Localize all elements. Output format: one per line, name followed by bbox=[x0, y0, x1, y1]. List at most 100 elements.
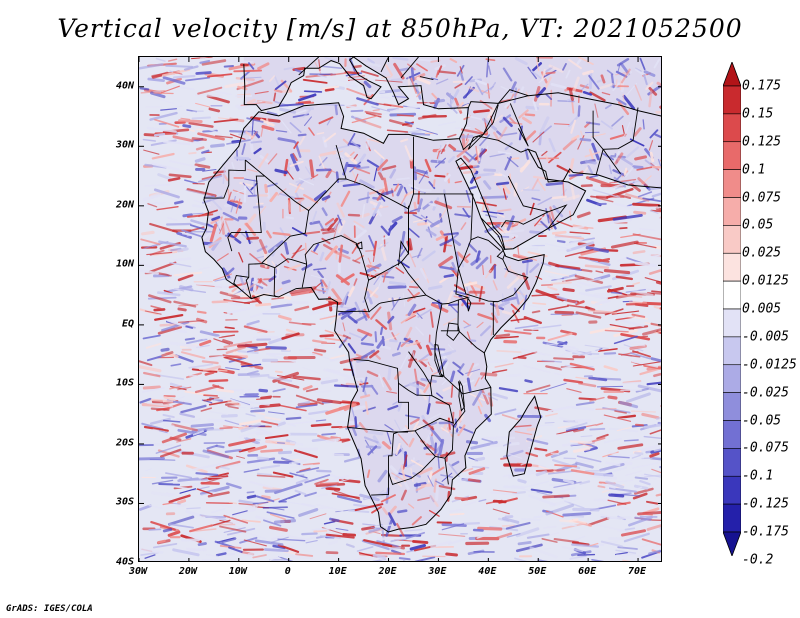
country-border bbox=[273, 258, 307, 298]
lat-label: 10N bbox=[115, 258, 134, 270]
lon-label: 0 bbox=[284, 566, 291, 577]
colorbar-label: 0.125 bbox=[742, 134, 782, 150]
colorbar-swatch bbox=[723, 308, 741, 338]
chart-title: Vertical velocity [m/s] at 850hPa, VT: 2… bbox=[57, 14, 743, 43]
colorbar-swatch bbox=[723, 169, 741, 198]
lat-label: 40N bbox=[115, 80, 134, 92]
lon-label: 30W bbox=[128, 566, 148, 577]
axis-ticks bbox=[139, 57, 661, 561]
colorbar-swatch bbox=[723, 85, 741, 115]
colorbar-label: 0.005 bbox=[742, 301, 782, 317]
colorbar-label: 0.0125 bbox=[742, 273, 789, 289]
colorbar-swatch bbox=[723, 475, 741, 505]
country-border bbox=[457, 329, 485, 354]
lon-label: 10W bbox=[228, 566, 247, 577]
lat-label: EQ bbox=[121, 318, 134, 330]
country-border bbox=[602, 107, 639, 174]
colorbar-swatch bbox=[723, 364, 741, 393]
country-border bbox=[347, 426, 408, 433]
colorbar-label: 0.075 bbox=[742, 190, 782, 205]
lon-label: 50E bbox=[528, 566, 547, 577]
lon-label: 60E bbox=[578, 566, 597, 577]
country-border bbox=[440, 299, 459, 332]
lon-label: 10E bbox=[328, 566, 347, 577]
lat-label: 20S bbox=[115, 437, 134, 449]
country-border bbox=[400, 57, 419, 79]
country-border bbox=[353, 303, 444, 397]
colorbar-label: -0.1 bbox=[742, 468, 774, 484]
colorbar-label: -0.2 bbox=[742, 552, 774, 568]
country-border bbox=[388, 456, 436, 485]
country-border bbox=[592, 110, 604, 176]
lake-outline bbox=[446, 322, 460, 342]
colorbar bbox=[723, 62, 741, 556]
lon-label: 70E bbox=[628, 566, 647, 577]
lat-label: 10S bbox=[115, 377, 134, 389]
country-border bbox=[413, 136, 473, 195]
country-border bbox=[520, 148, 529, 153]
colorbar-swatch bbox=[723, 420, 741, 449]
country-border bbox=[398, 383, 409, 430]
country-border bbox=[509, 103, 529, 147]
lon-label: 20E bbox=[378, 566, 397, 577]
colorbar-swatch bbox=[723, 392, 741, 421]
lake-outline bbox=[355, 241, 363, 250]
colorbar-label: -0.125 bbox=[742, 496, 789, 512]
country-border bbox=[227, 175, 265, 252]
colorbar-bottom-arrow bbox=[723, 531, 741, 556]
lake-outline bbox=[466, 296, 472, 312]
colorbar-label: 0.15 bbox=[742, 106, 774, 122]
colorbar-swatch bbox=[723, 448, 741, 477]
velocity-field-texture bbox=[139, 57, 661, 561]
country-border bbox=[480, 217, 506, 261]
country-border bbox=[497, 89, 529, 104]
country-border bbox=[337, 280, 370, 313]
colorbar-swatch bbox=[723, 141, 741, 170]
country-border bbox=[419, 76, 434, 81]
country-border bbox=[380, 57, 389, 73]
country-border bbox=[233, 275, 249, 289]
europe-coastline bbox=[243, 57, 469, 112]
madagascar-coastline bbox=[506, 395, 542, 477]
lat-label: 30S bbox=[115, 496, 134, 508]
country-border bbox=[458, 138, 464, 150]
country-border bbox=[444, 381, 466, 485]
colorbar-label: -0.175 bbox=[742, 524, 789, 540]
colorbar-label: -0.0125 bbox=[742, 357, 797, 373]
lon-label: 20W bbox=[178, 566, 197, 577]
country-border bbox=[298, 57, 320, 76]
colorbar-label: -0.005 bbox=[742, 329, 789, 345]
country-border bbox=[462, 135, 522, 153]
colorbar-swatch bbox=[723, 336, 741, 366]
country-border bbox=[245, 263, 275, 299]
colorbar-label: -0.025 bbox=[742, 385, 789, 401]
grads-credit: GrADS: IGES/COLA bbox=[6, 604, 93, 614]
country-border bbox=[492, 301, 498, 335]
colorbar-swatch bbox=[723, 197, 741, 226]
country-border bbox=[203, 160, 246, 199]
lon-label: 30E bbox=[428, 566, 447, 577]
colorbar-swatch bbox=[723, 503, 741, 533]
lake-outline bbox=[458, 379, 465, 412]
country-border bbox=[368, 294, 427, 313]
colorbar-label: 0.1 bbox=[742, 162, 766, 178]
lake-outline bbox=[434, 343, 445, 377]
country-border bbox=[500, 211, 549, 228]
colorbar-label: 0.05 bbox=[742, 217, 774, 233]
country-border bbox=[308, 144, 347, 211]
colorbar-label: -0.05 bbox=[742, 413, 782, 428]
colorbar-swatch bbox=[723, 252, 741, 282]
lat-label: 20N bbox=[115, 199, 134, 211]
country-border bbox=[457, 193, 529, 303]
colorbar-top-arrow bbox=[723, 62, 741, 87]
country-border bbox=[467, 104, 499, 150]
map-canvas bbox=[139, 57, 661, 561]
country-border bbox=[414, 430, 445, 459]
country-border bbox=[400, 193, 470, 305]
lat-label: 30N bbox=[115, 139, 134, 151]
colorbar-swatch bbox=[723, 280, 741, 310]
colorbar-swatch bbox=[723, 113, 741, 143]
lon-label: 40E bbox=[478, 566, 497, 577]
colorbar-label: 0.175 bbox=[742, 78, 782, 94]
lat-label: 40S bbox=[115, 556, 134, 568]
